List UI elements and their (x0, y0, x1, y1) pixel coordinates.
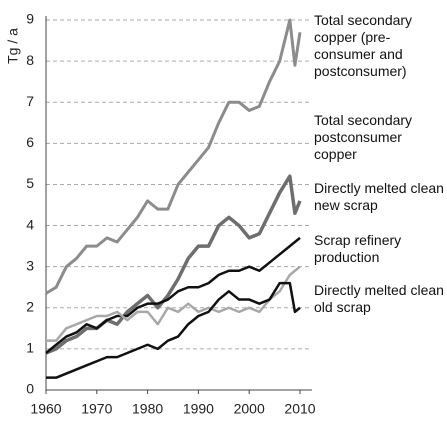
series-line (46, 281, 301, 379)
series-annotation: Directly melted clean old scrap (314, 282, 444, 315)
y-tick-label: 8 (26, 52, 34, 68)
series-annotation: Scrap refinery production (314, 232, 402, 265)
y-tick-label: 0 (26, 381, 34, 397)
y-tick-label: 9 (26, 11, 34, 27)
series-annotation: Total secondary copper (pre-consumer and… (314, 12, 413, 79)
series-annotation: Total secondary postconsumer copper (314, 112, 413, 162)
series-line (45, 18, 302, 295)
y-tick-label: 2 (26, 298, 34, 314)
series-line (45, 236, 301, 354)
x-tick-label: 2010 (284, 401, 315, 417)
y-tick-label: 7 (26, 93, 34, 109)
series-line (45, 174, 302, 355)
y-tick-label: 6 (26, 134, 34, 150)
y-axis-label: Tg / a (5, 28, 21, 64)
x-tick-label: 2000 (234, 401, 265, 417)
y-tick-label: 1 (26, 340, 34, 356)
y-tick-label: 5 (26, 175, 34, 191)
y-tick-label: 3 (26, 257, 34, 273)
x-tick-label: 1980 (132, 401, 163, 417)
series-annotation: Directly melted clean new scrap (314, 180, 444, 213)
x-tick-label: 1960 (30, 401, 61, 417)
x-tick-label: 1990 (183, 401, 214, 417)
x-tick-label: 1970 (81, 401, 112, 417)
y-tick-label: 4 (26, 216, 34, 232)
series-line (46, 265, 301, 342)
